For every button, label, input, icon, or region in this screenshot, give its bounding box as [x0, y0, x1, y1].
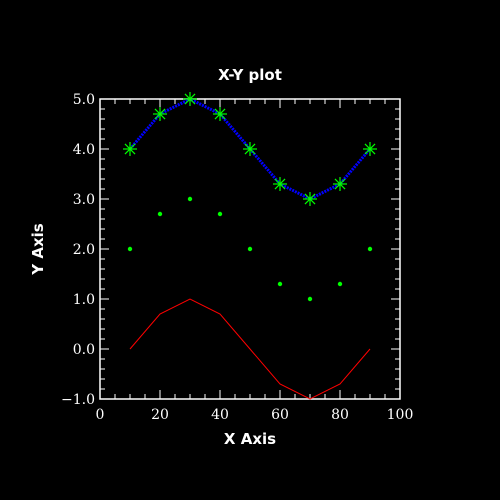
y-tick-label: 4.0 [73, 142, 95, 158]
series-1-star-marker [333, 177, 347, 191]
series-1-star-marker [183, 92, 197, 106]
series-2-dot [187, 196, 193, 202]
series-2-dot [217, 211, 223, 217]
series-2-dot [337, 281, 343, 287]
series-2-dot [277, 281, 283, 287]
x-axis-label: X Axis [224, 430, 276, 448]
x-tick-label: 0 [96, 407, 105, 423]
x-tick-label: 60 [271, 407, 289, 423]
series-3-line [129, 298, 371, 400]
series-1-star-marker [153, 107, 167, 121]
chart-title: X-Y plot [218, 66, 282, 84]
y-axis-label: Y Axis [29, 223, 47, 276]
y-tick-label: 2.0 [73, 242, 95, 258]
y-tick-label: 1.0 [73, 292, 95, 308]
x-tick-label: 100 [387, 407, 414, 423]
series-2-dot [157, 211, 163, 217]
y-tick-label: 5.0 [73, 92, 95, 108]
series-1-star-marker [213, 107, 227, 121]
x-tick-label: 20 [151, 407, 169, 423]
series-1-star-marker [303, 192, 317, 206]
y-tick-label: 3.0 [73, 192, 95, 208]
plot-area: 0 20 40 60 80 100 −1.0 0.0 1.0 2.0 3.0 4.0 5.0 [61, 92, 413, 423]
series-2-dot [127, 246, 133, 252]
series-1-star-marker [363, 142, 377, 156]
series-1-star-marker [243, 142, 257, 156]
x-tick-label: 80 [331, 407, 349, 423]
y-tick-label: −1.0 [61, 392, 95, 408]
y-tick-label: 0.0 [73, 342, 95, 358]
x-tick-label: 40 [211, 407, 229, 423]
series-2-dot [247, 246, 253, 252]
series-2-dot [367, 246, 373, 252]
series-2-dot [307, 296, 313, 302]
series-1-star-marker [273, 177, 287, 191]
series-1-star-marker [123, 142, 137, 156]
